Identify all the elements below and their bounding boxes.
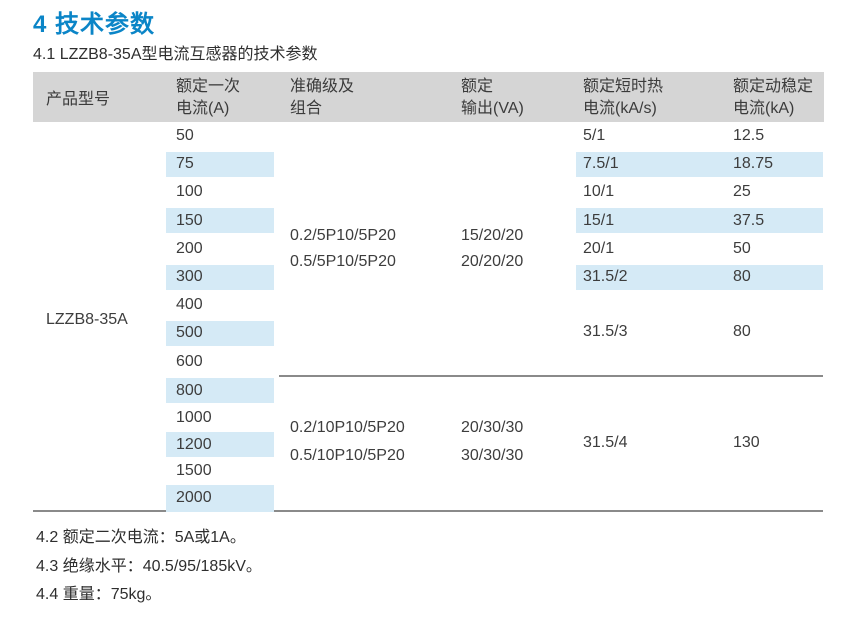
product-model-cell: LZZB8-35A	[46, 311, 128, 328]
current-cell-300: 300	[176, 268, 203, 285]
current-cell-600: 600	[176, 353, 203, 370]
header-thermal-current: 额定短时热 电流(kA/s)	[583, 76, 663, 120]
dynamic-cell-row4: 37.5	[733, 212, 765, 229]
header-rated-output: 额定 输出(VA)	[461, 76, 524, 120]
output-g1-line1: 15/20/20	[461, 227, 524, 244]
current-cell-800: 800	[176, 381, 203, 399]
dynamic-cell-row2: 18.75	[733, 155, 774, 172]
thermal-cell-row5: 20/1	[583, 240, 615, 257]
header-dynamic-current-line1: 额定动稳定	[733, 78, 814, 95]
thermal-cell-row1: 5/1	[583, 127, 606, 144]
table-bottom-rule	[33, 510, 823, 512]
header-thermal-current-line1: 额定短时热	[583, 78, 664, 95]
note-weight: 4.4 重量：75kg。	[36, 586, 162, 603]
dynamic-cell-merged-g1: 80	[733, 323, 751, 340]
note-insulation-level: 4.3 绝缘水平：40.5/95/185kV。	[36, 558, 262, 575]
dynamic-cell-row5: 50	[733, 240, 751, 257]
header-product-model: 产品型号	[46, 91, 111, 108]
accuracy-g1-line2: 0.5/5P10/5P20	[290, 253, 396, 270]
stripe-current-150	[166, 208, 274, 233]
current-cell-400: 400	[176, 296, 203, 313]
header-rated-output-line2: 输出(VA)	[461, 100, 524, 117]
header-accuracy-class-line1: 准确级及	[290, 78, 355, 95]
accuracy-g1-line1: 0.2/5P10/5P20	[290, 227, 396, 244]
output-g2-line2: 30/30/30	[461, 447, 524, 464]
thermal-cell-merged-g1: 31.5/3	[583, 323, 628, 340]
current-cell-150: 150	[176, 212, 203, 229]
header-rated-output-line1: 额定	[461, 78, 494, 95]
thermal-cell-merged-g2: 31.5/4	[583, 434, 628, 451]
section-subtitle: 4.1 LZZB8-35A型电流互感器的技术参数	[33, 46, 318, 63]
current-cell-50: 50	[176, 127, 194, 144]
dynamic-cell-merged-g2: 130	[733, 434, 760, 451]
dynamic-cell-row6: 80	[733, 268, 751, 285]
thermal-cell-row3: 10/1	[583, 183, 615, 200]
accuracy-g2-line2: 0.5/10P10/5P20	[290, 447, 405, 464]
stripe-current-800	[166, 378, 274, 403]
header-dynamic-current: 额定动稳定 电流(kA)	[733, 76, 813, 120]
table-header-row	[33, 72, 824, 122]
header-dynamic-current-line2: 电流(kA)	[733, 100, 795, 117]
header-accuracy-class-line2: 组合	[290, 100, 323, 117]
current-cell-2000: 2000	[176, 488, 212, 506]
header-primary-current-line2: 电流(A)	[176, 100, 230, 117]
stripe-current-500	[166, 321, 274, 346]
output-g2-line1: 20/30/30	[461, 419, 524, 436]
current-cell-1000: 1000	[176, 408, 212, 426]
section-heading: 4 技术参数	[33, 11, 156, 38]
group-divider-rule	[279, 375, 823, 377]
stripe-thermal-row6	[576, 265, 823, 290]
stripe-thermal-row4	[576, 208, 823, 233]
thermal-cell-row2: 7.5/1	[583, 155, 619, 172]
current-cell-1200: 1200	[176, 435, 212, 453]
header-accuracy-class: 准确级及 组合	[290, 76, 354, 120]
thermal-cell-row4: 15/1	[583, 212, 615, 229]
stripe-thermal-row2	[576, 152, 823, 177]
current-cell-200: 200	[176, 240, 203, 257]
dynamic-cell-row1: 12.5	[733, 127, 765, 144]
stripe-current-75	[166, 152, 274, 177]
accuracy-g2-line1: 0.2/10P10/5P20	[290, 419, 405, 436]
current-cell-75: 75	[176, 155, 194, 172]
header-primary-current: 额定一次 电流(A)	[176, 76, 240, 120]
current-cell-500: 500	[176, 324, 203, 341]
stripe-current-1200	[166, 432, 274, 457]
current-cell-1500: 1500	[176, 461, 212, 479]
stripe-current-2000	[166, 485, 274, 512]
note-secondary-current: 4.2 额定二次电流：5A或1A。	[36, 529, 246, 546]
header-primary-current-line1: 额定一次	[176, 78, 241, 95]
thermal-cell-row6: 31.5/2	[583, 268, 628, 285]
stripe-current-300	[166, 265, 274, 290]
current-cell-100: 100	[176, 183, 203, 200]
header-thermal-current-line2: 电流(kA/s)	[583, 100, 657, 117]
output-g1-line2: 20/20/20	[461, 253, 524, 270]
dynamic-cell-row3: 25	[733, 183, 751, 200]
